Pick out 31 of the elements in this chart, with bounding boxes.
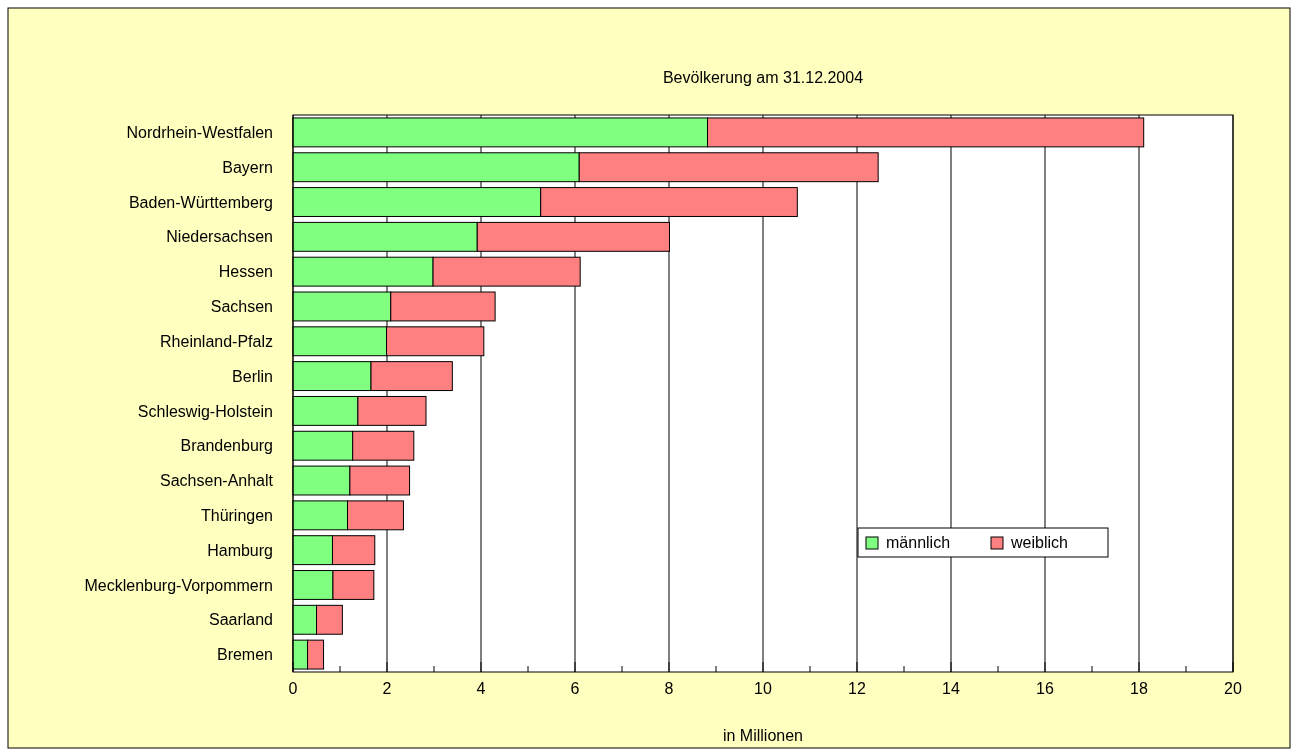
y-tick-label: Niedersachsen (166, 228, 273, 246)
y-tick-label: Berlin (232, 367, 273, 385)
x-tick-label: 6 (570, 680, 580, 697)
x-tick-label: 2 (382, 680, 392, 697)
x-tick-label: 0 (288, 680, 298, 697)
y-tick-label: Rheinland-Pfalz (160, 332, 273, 350)
y-tick-label: Thüringen (200, 506, 273, 524)
y-tick-label: Saarland (208, 611, 273, 629)
y-tick-label: Sachsen (210, 298, 273, 316)
y-tick-label: Nordrhein-Westfalen (126, 124, 273, 142)
y-tick-label: Mecklenburg-Vorpommern (84, 576, 273, 594)
y-tick-label: Hamburg (207, 541, 273, 559)
y-tick-label: Baden-Württemberg (128, 193, 273, 211)
x-tick-label: 8 (664, 680, 674, 697)
y-tick-label: Brandenburg (180, 437, 273, 455)
x-tick-label: 18 (1130, 680, 1148, 697)
x-tick-label: 14 (942, 680, 960, 697)
chart-title: Bevölkerung am 31.12.2004 (662, 69, 864, 86)
y-tick-label: Sachsen-Anhalt (160, 472, 274, 490)
x-tick-label: 20 (1224, 680, 1242, 697)
y-tick-label: Hessen (218, 263, 273, 281)
legend-label: weiblich (1010, 534, 1068, 551)
legend-label: männlich (886, 534, 951, 551)
x-tick-label: 12 (848, 680, 866, 697)
y-tick-label: Bayern (222, 158, 273, 176)
x-tick-label: 4 (476, 680, 486, 697)
y-tick-label: Bremen (216, 646, 273, 664)
x-tick-label: 10 (754, 680, 772, 697)
x-tick-label: 16 (1036, 680, 1054, 697)
y-tick-label: Schleswig-Holstein (137, 402, 273, 420)
x-axis-title: in Millionen (722, 727, 804, 744)
